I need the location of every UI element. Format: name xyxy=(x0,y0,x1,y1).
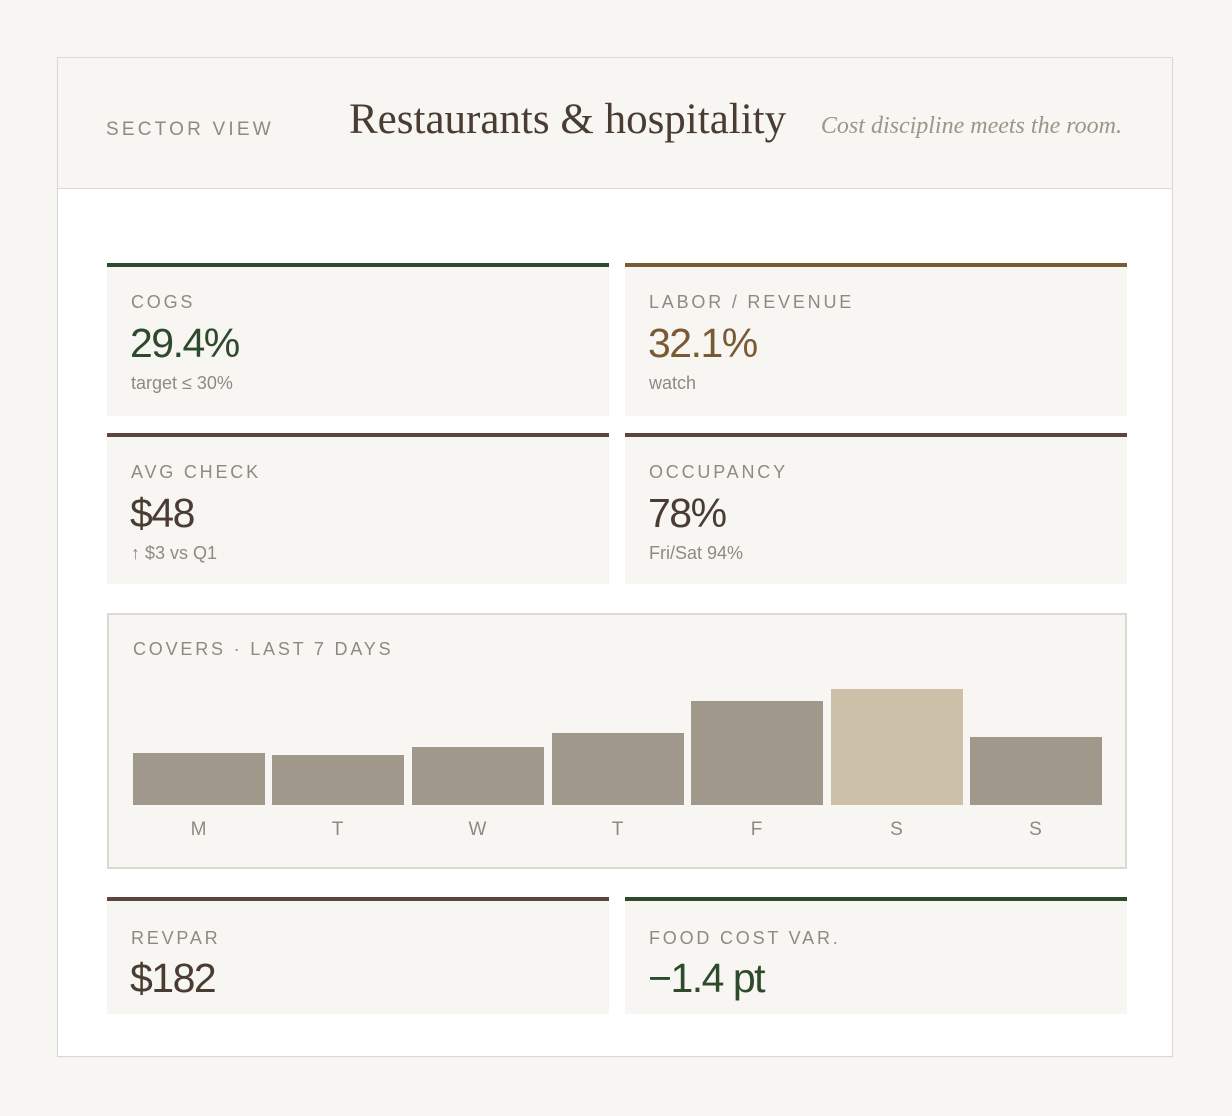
chart-day-label: F xyxy=(750,819,764,840)
kpi-label: AVG CHECK xyxy=(131,462,261,482)
kpi-tile-cogs: COGS 29.4% target ≤ 30% xyxy=(107,263,609,416)
chart-title: COVERS · LAST 7 DAYS xyxy=(133,639,394,659)
kpi-value: 32.1% xyxy=(648,320,758,366)
sector-card: SECTOR VIEW Restaurants & hospitality Co… xyxy=(57,57,1173,1057)
kpi-label: LABOR / REVENUE xyxy=(649,292,855,312)
chart-bar xyxy=(272,755,404,805)
kpi-tile-occupancy: OCCUPANCY 78% Fri/Sat 94% xyxy=(625,433,1127,584)
kpi-value: 78% xyxy=(648,490,727,536)
kpi-label: COGS xyxy=(131,292,196,312)
kpi-label: FOOD COST VAR. xyxy=(649,928,841,948)
chart-bar xyxy=(133,753,265,805)
chart-bar xyxy=(831,689,963,805)
chart-day-label: S xyxy=(890,819,904,840)
kpi-tile-labor: LABOR / REVENUE 32.1% watch xyxy=(625,263,1127,416)
sector-title: Restaurants & hospitality xyxy=(349,96,787,143)
kpi-tile-revpar: REVPAR $182 xyxy=(107,897,609,1014)
chart-day-label: T xyxy=(331,819,345,840)
chart-bar xyxy=(412,747,544,805)
kpi-sub: ↑ $3 vs Q1 xyxy=(131,543,218,563)
kpi-value: 29.4% xyxy=(130,320,240,366)
chart-day-label: W xyxy=(468,819,488,840)
sector-header: SECTOR VIEW Restaurants & hospitality Co… xyxy=(58,58,1172,189)
kpi-value: −1.4 pt xyxy=(648,955,766,1001)
kpi-sub: watch xyxy=(649,373,697,393)
kpi-tile-food-cost-var: FOOD COST VAR. −1.4 pt xyxy=(625,897,1127,1014)
chart-day-label: S xyxy=(1029,819,1043,840)
chart-bar xyxy=(970,737,1102,805)
kpi-value: $182 xyxy=(130,955,217,1001)
covers-chart: COVERS · LAST 7 DAYS M T W T F S S xyxy=(107,613,1127,869)
chart-day-label: M xyxy=(190,819,208,840)
sector-tagline: Cost discipline meets the room. xyxy=(820,113,1122,139)
kpi-label: OCCUPANCY xyxy=(649,462,788,482)
chart-day-label: T xyxy=(611,819,625,840)
kpi-sub: Fri/Sat 94% xyxy=(649,543,744,563)
kpi-tile-avg-check: AVG CHECK $48 ↑ $3 vs Q1 xyxy=(107,433,609,584)
kpi-value: $48 xyxy=(130,490,195,536)
kpi-sub: target ≤ 30% xyxy=(131,373,233,393)
sector-eyebrow: SECTOR VIEW xyxy=(106,119,274,140)
chart-bar xyxy=(691,701,823,805)
chart-bar xyxy=(552,733,684,805)
kpi-label: REVPAR xyxy=(131,928,221,948)
